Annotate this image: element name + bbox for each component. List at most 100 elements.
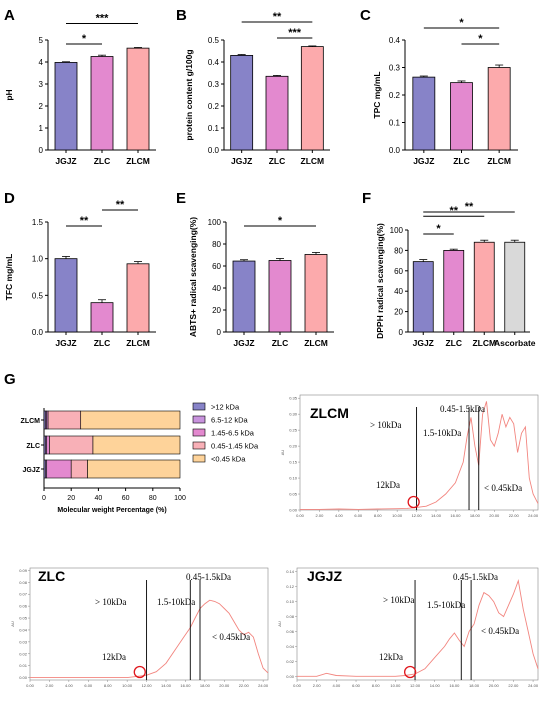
g-zlc-x-tick-label: 4.00: [65, 683, 74, 688]
c-category-label: ZLC: [453, 156, 470, 166]
panel-label-G: G: [4, 371, 16, 388]
a-category-label: ZLCM: [126, 156, 150, 166]
a-y-tick-label: 1: [39, 124, 44, 133]
g-jgjz-y-tick-label: 0.10: [286, 599, 295, 604]
d-y-axis-label: TFC mg/mL: [4, 254, 14, 301]
d-category-label: ZLC: [94, 338, 111, 348]
b-significance-label: **: [273, 11, 282, 23]
a-significance-label: *: [82, 33, 87, 45]
g-zlcm-12kda-marker: [407, 495, 420, 509]
g-jgjz-y-tick-label: 0.02: [286, 659, 295, 664]
g-zlcm-x-tick-label: 20.00: [489, 513, 500, 518]
f-bar-zlc: [443, 249, 465, 333]
a-y-tick-label: 0: [39, 146, 44, 155]
g-zlcm-y-tick-label: 0.15: [289, 460, 298, 465]
g-jgjz-x-tick-label: 6.00: [352, 683, 361, 688]
g-stack-category-label: JGJZ: [22, 467, 40, 474]
e-y-tick-label: 100: [208, 218, 222, 227]
g-zlc-y-tick-label: 0.00: [19, 675, 28, 680]
f-category-label: ZLCM: [472, 338, 496, 348]
g-jgjz-x-tick-label: 20.00: [489, 683, 500, 688]
g-legend-swatch: [192, 441, 206, 450]
g-zlcm-y-tick-label: 0.05: [289, 492, 298, 497]
g-stack-segment: [80, 410, 181, 430]
g-jgjz-plot-frame: [296, 567, 539, 681]
e-y-tick-label: 80: [212, 240, 221, 249]
g-zlc-x-tick-label: 24.00: [258, 683, 269, 688]
f-category-label: Ascorbate: [494, 338, 536, 348]
b-category-label: JGJZ: [231, 156, 252, 166]
g-jgjz-y-tick-label: 0.06: [286, 629, 295, 634]
b-bar-jgjz: [230, 55, 254, 151]
g-zlc-x-tick-label: 18.00: [200, 683, 211, 688]
g-jgjz-label-0-45-1-5kda: 0.45-1.5kDa: [453, 572, 498, 582]
f-y-tick-label: 80: [394, 246, 403, 255]
g-zlcm-x-tick-label: 2.00: [316, 513, 325, 518]
g-jgjz-y-tick-label: 0.08: [286, 614, 295, 619]
g-zlc-y-tick-label: 0.01: [19, 663, 28, 668]
a-category-label: JGJZ: [55, 156, 76, 166]
g-zlcm-x-tick-label: 4.00: [335, 513, 344, 518]
g-zlc-x-tick-label: 0.00: [26, 683, 35, 688]
g-zlc-y-unit: AU: [10, 621, 15, 627]
d-y-tick-label: 0.0: [32, 328, 44, 337]
c-significance-label: *: [459, 17, 464, 29]
a-category-label: ZLC: [94, 156, 111, 166]
b-bar-zlcm: [300, 46, 324, 151]
g-jgjz-x-tick-label: 4.00: [332, 683, 341, 688]
d-y-tick-label: 1.5: [32, 218, 44, 227]
c-category-label: JGJZ: [413, 156, 434, 166]
g-jgjz-x-tick-label: 10.00: [390, 683, 401, 688]
g-jgjz-x-tick-label: 0.00: [293, 683, 302, 688]
g-zlcm-y-unit: AU: [280, 450, 285, 456]
f-y-tick-label: 0: [399, 328, 404, 337]
g-jgjz-x-tick-label: 22.00: [508, 683, 519, 688]
f-y-tick-label: 20: [394, 308, 403, 317]
g-zlcm-label-1-5-10kda: 1.5-10kDa: [423, 428, 461, 438]
g-zlc-x-tick-label: 10.00: [122, 683, 133, 688]
g-zlcm-x-tick-label: 10.00: [392, 513, 403, 518]
b-y-axis-label: protein content g/100g: [184, 49, 194, 140]
a-bar-zlc: [90, 56, 114, 151]
g-stack-x-tick-label: 20: [67, 495, 75, 502]
g-stack-x-axis-label: Molecular weight Percentage (%): [57, 507, 166, 514]
g-jgjz-y-tick-label: 0.14: [286, 569, 295, 574]
g-zlcm-label-lt0-45kda: < 0.45kDa: [484, 483, 522, 493]
d-bar-zlc: [90, 302, 114, 333]
g-zlcm-x-tick-label: 0.00: [296, 513, 305, 518]
g-zlcm-x-tick-label: 8.00: [374, 513, 383, 518]
g-jgjz-12kda-marker: [403, 665, 417, 679]
g-jgjz-label-1-5-10kda: 1.5-10kDa: [427, 600, 465, 610]
g-legend-swatch: [192, 428, 206, 437]
g-jgjz-x-tick-label: 18.00: [469, 683, 480, 688]
g-zlc-label-0-45-1-5kda: 0.45-1.5kDa: [186, 572, 231, 582]
g-stack-segment: [70, 459, 88, 479]
g-jgjz-x-tick-label: 8.00: [372, 683, 381, 688]
e-significance-label: *: [278, 215, 283, 227]
g-jgjz-label-gt10kda: > 10kDa: [383, 595, 414, 605]
g-stack-x-tick-label: 0: [42, 495, 46, 502]
g-stack-segment: [92, 435, 181, 455]
c-bar-jgjz: [412, 76, 436, 151]
g-jgjz-label-12kda: 12kDa: [379, 652, 403, 662]
b-significance-label: ***: [288, 27, 302, 39]
panel-label-D: D: [4, 190, 15, 207]
a-y-axis-label: pH: [4, 89, 14, 100]
g-jgjz-x-tick-label: 2.00: [313, 683, 322, 688]
c-y-tick-label: 0.0: [389, 146, 401, 155]
g-legend-label: 1.45-6.5 kDa: [211, 429, 255, 438]
g-zlcm-trace: [300, 401, 539, 510]
g-zlc-x-tick-label: 12.00: [142, 683, 153, 688]
d-category-label: ZLCM: [126, 338, 150, 348]
g-jgjz-x-tick-label: 12.00: [410, 683, 421, 688]
g-jgjz-label-lt0-45kda: < 0.45kDa: [481, 626, 519, 636]
e-bar-zlc: [268, 260, 292, 333]
c-y-tick-label: 0.3: [389, 64, 401, 73]
g-jgjz-title: JGJZ: [307, 568, 342, 584]
b-y-tick-label: 0.0: [208, 146, 220, 155]
f-bar-zlcm: [473, 241, 495, 333]
g-zlc-y-tick-label: 0.09: [19, 568, 28, 573]
g-zlc-x-tick-label: 2.00: [46, 683, 55, 688]
g-jgjz-x-tick-label: 16.00: [449, 683, 460, 688]
g-zlcm-x-tick-label: 24.00: [528, 513, 539, 518]
